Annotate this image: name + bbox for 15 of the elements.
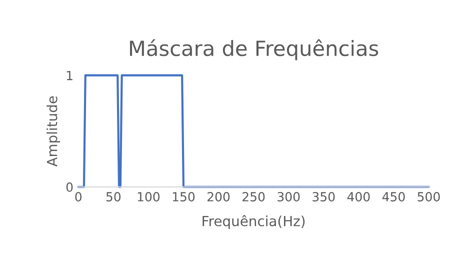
x-axis-title: Frequência(Hz) [202, 215, 305, 229]
x-tick-label: 200 [208, 192, 230, 202]
chart-title: Máscara de Frequências [130, 39, 378, 60]
y-axis-title: Amplitude [46, 96, 60, 167]
x-tick-label: 450 [382, 192, 405, 202]
x-tick-label: 300 [278, 192, 300, 202]
x-tick-label: 100 [138, 192, 160, 202]
x-tick-label: 0 [75, 192, 82, 202]
x-tick-label: 400 [347, 192, 370, 202]
x-tick-label: 350 [312, 192, 335, 202]
x-tick-label: 250 [242, 192, 265, 202]
x-tick-label: 150 [172, 192, 195, 202]
y-tick-label: 1 [66, 70, 72, 80]
x-tick-label: 50 [106, 192, 121, 202]
x-tick-label: 500 [418, 192, 440, 202]
